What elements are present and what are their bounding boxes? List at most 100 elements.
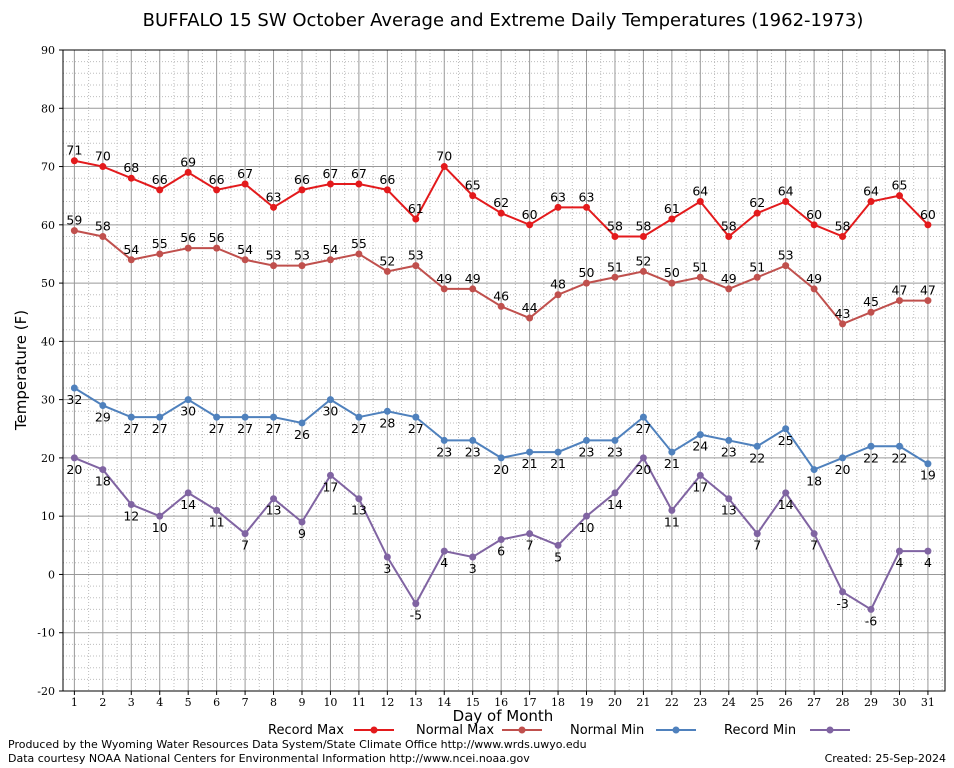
normal-max-data-label: 59 xyxy=(66,213,82,228)
record-max-point xyxy=(554,203,562,211)
x-tick-label: 1 xyxy=(71,696,78,709)
record-max-data-label: 70 xyxy=(436,149,452,164)
normal-min-data-label: 22 xyxy=(749,450,765,465)
record-max-data-label: 67 xyxy=(322,166,338,181)
normal-max-data-label: 53 xyxy=(294,248,310,263)
record-max-data-label: 58 xyxy=(721,218,737,233)
record-max-data-label: 60 xyxy=(920,207,936,222)
record-min-data-label: -3 xyxy=(836,596,848,611)
record-min-point xyxy=(583,512,591,520)
record-max-data-label: 66 xyxy=(294,172,310,187)
record-min-data-label: 4 xyxy=(440,555,448,570)
normal-max-data-label: 52 xyxy=(379,253,395,268)
record-min-point xyxy=(810,530,818,538)
normal-min-data-label: 27 xyxy=(266,421,282,436)
normal-max-data-label: 56 xyxy=(180,230,196,245)
y-tick-label: 90 xyxy=(41,44,55,57)
record-max-data-label: 71 xyxy=(66,143,82,158)
record-min-point xyxy=(213,506,221,514)
normal-min-data-label: 30 xyxy=(322,404,338,419)
normal-min-data-label: 27 xyxy=(351,421,367,436)
normal-max-point xyxy=(696,273,704,281)
record-max-point xyxy=(156,186,164,194)
normal-min-data-label: 21 xyxy=(522,456,538,471)
y-axis-ticks: -20 -10 0 10 20 30 40 50 60 70 80 90 xyxy=(37,44,63,698)
normal-max-data-label: 52 xyxy=(635,253,651,268)
record-max-data-label: 63 xyxy=(579,189,595,204)
record-max-data-label: 65 xyxy=(465,178,481,193)
normal-min-data-label: 28 xyxy=(379,415,395,430)
normal-max-data-label: 49 xyxy=(721,271,737,286)
normal-min-data-label: 27 xyxy=(209,421,225,436)
record-max-data-label: 61 xyxy=(408,201,424,216)
record-max-data-label: 62 xyxy=(493,195,509,210)
normal-max-data-label: 53 xyxy=(778,248,794,263)
normal-max-point xyxy=(611,273,619,281)
x-tick-label: 25 xyxy=(750,696,764,709)
y-tick-label: -10 xyxy=(37,627,55,640)
record-max-point xyxy=(583,203,591,211)
record-min-data-label: 14 xyxy=(180,497,196,512)
normal-min-data-label: 27 xyxy=(237,421,253,436)
record-min-point xyxy=(611,489,619,497)
record-max-point xyxy=(895,192,903,200)
normal-max-point xyxy=(326,256,334,264)
record-min-point xyxy=(99,466,107,474)
record-min-point xyxy=(782,489,790,497)
record-max-data-label: 66 xyxy=(209,172,225,187)
normal-min-data-label: 18 xyxy=(806,474,822,489)
record-min-point xyxy=(440,547,448,555)
record-min-data-label: 10 xyxy=(152,520,168,535)
normal-max-point xyxy=(497,302,505,310)
normal-max-data-label: 49 xyxy=(465,271,481,286)
record-max-point xyxy=(270,203,278,211)
normal-min-data-label: 19 xyxy=(920,468,936,483)
record-max-point xyxy=(867,198,875,206)
normal-min-point xyxy=(412,413,420,421)
normal-max-data-label: 53 xyxy=(408,248,424,263)
record-max-data-label: 70 xyxy=(95,149,111,164)
record-min-point xyxy=(270,495,278,503)
normal-max-point xyxy=(298,262,306,270)
x-tick-label: 7 xyxy=(242,696,249,709)
normal-min-data-label: 26 xyxy=(294,427,310,442)
normal-min-data-label: 21 xyxy=(664,456,680,471)
record-min-point xyxy=(696,471,704,479)
x-tick-label: 2 xyxy=(99,696,106,709)
legend-marker-swatch xyxy=(672,726,680,734)
normal-min-point xyxy=(184,396,192,404)
footer-produced-by: Produced by the Wyoming Water Resources … xyxy=(8,738,587,751)
x-tick-label: 17 xyxy=(523,696,537,709)
normal-max-point xyxy=(725,285,733,293)
record-min-data-label: 14 xyxy=(607,497,623,512)
record-max-point xyxy=(412,215,420,223)
legend-item-record-min: Record Min xyxy=(724,723,850,738)
normal-max-point xyxy=(99,232,107,240)
normal-min-data-label: 27 xyxy=(635,421,651,436)
record-max-data-label: 58 xyxy=(635,218,651,233)
y-tick-label: 40 xyxy=(41,335,55,348)
x-tick-label: 11 xyxy=(352,696,366,709)
x-tick-label: 6 xyxy=(213,696,220,709)
normal-min-point xyxy=(127,413,135,421)
record-min-point xyxy=(326,471,334,479)
record-max-point xyxy=(440,163,448,171)
record-min-data-label: 20 xyxy=(635,462,651,477)
x-tick-label: 5 xyxy=(185,696,192,709)
record-min-data-label: 18 xyxy=(95,474,111,489)
record-min-point xyxy=(725,495,733,503)
normal-min-point xyxy=(70,384,78,392)
normal-max-data-label: 51 xyxy=(607,259,623,274)
normal-min-point xyxy=(213,413,221,421)
normal-max-point xyxy=(70,227,78,235)
record-min-data-label: 11 xyxy=(209,514,225,529)
normal-min-point xyxy=(497,454,505,462)
record-min-point xyxy=(70,454,78,462)
record-min-data-label: 9 xyxy=(298,526,306,541)
record-min-data-label: -6 xyxy=(865,613,878,628)
record-max-data-label: 64 xyxy=(863,184,879,199)
record-min-data-label: 11 xyxy=(664,514,680,529)
normal-min-data-label: 23 xyxy=(721,444,737,459)
record-max-data-label: 63 xyxy=(266,189,282,204)
